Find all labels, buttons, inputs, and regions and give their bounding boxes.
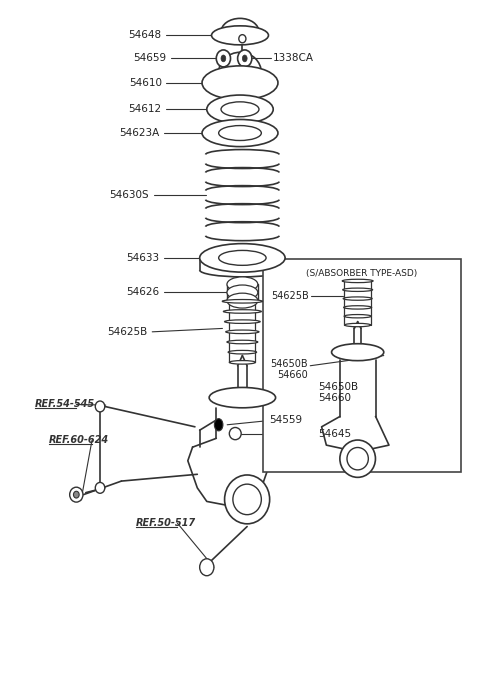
Ellipse shape bbox=[70, 487, 83, 502]
Ellipse shape bbox=[96, 482, 105, 493]
Ellipse shape bbox=[229, 428, 241, 440]
Ellipse shape bbox=[207, 95, 273, 124]
Ellipse shape bbox=[347, 447, 368, 470]
Ellipse shape bbox=[227, 293, 258, 308]
Ellipse shape bbox=[227, 285, 258, 300]
Text: 54660: 54660 bbox=[277, 369, 308, 380]
Ellipse shape bbox=[221, 102, 259, 117]
Text: 54645: 54645 bbox=[318, 429, 351, 438]
Ellipse shape bbox=[200, 244, 285, 272]
Ellipse shape bbox=[343, 297, 372, 300]
Text: 54650B: 54650B bbox=[318, 382, 359, 393]
Text: 54625B: 54625B bbox=[271, 291, 309, 301]
Ellipse shape bbox=[238, 50, 252, 67]
Text: 54633: 54633 bbox=[126, 253, 159, 263]
Ellipse shape bbox=[229, 360, 255, 364]
Text: REF.50-517: REF.50-517 bbox=[136, 518, 196, 528]
Ellipse shape bbox=[332, 343, 384, 360]
Ellipse shape bbox=[221, 55, 226, 62]
Ellipse shape bbox=[225, 320, 260, 324]
Ellipse shape bbox=[227, 277, 258, 292]
Text: 54650B: 54650B bbox=[270, 359, 308, 369]
Ellipse shape bbox=[225, 475, 270, 524]
Ellipse shape bbox=[340, 440, 375, 477]
Ellipse shape bbox=[343, 288, 372, 291]
Ellipse shape bbox=[215, 419, 223, 431]
Ellipse shape bbox=[242, 55, 247, 62]
Ellipse shape bbox=[342, 279, 373, 282]
Ellipse shape bbox=[227, 340, 258, 344]
Ellipse shape bbox=[219, 126, 261, 140]
Ellipse shape bbox=[233, 484, 261, 514]
Text: 54660: 54660 bbox=[318, 393, 351, 403]
Text: 54648: 54648 bbox=[129, 30, 162, 40]
Ellipse shape bbox=[226, 330, 259, 334]
Text: 1338CA: 1338CA bbox=[273, 53, 314, 64]
Ellipse shape bbox=[344, 315, 371, 318]
Ellipse shape bbox=[212, 26, 268, 45]
Ellipse shape bbox=[219, 250, 266, 265]
Text: 54559: 54559 bbox=[269, 415, 302, 425]
Text: 54623A: 54623A bbox=[119, 128, 159, 138]
Ellipse shape bbox=[73, 491, 79, 498]
Ellipse shape bbox=[228, 350, 257, 354]
Text: 54612: 54612 bbox=[129, 104, 162, 114]
Ellipse shape bbox=[202, 66, 278, 100]
Text: 54630S: 54630S bbox=[109, 190, 149, 200]
Ellipse shape bbox=[200, 559, 214, 576]
Text: REF.60-624: REF.60-624 bbox=[49, 436, 109, 445]
Ellipse shape bbox=[344, 306, 372, 309]
Ellipse shape bbox=[345, 324, 371, 327]
Text: 54610: 54610 bbox=[129, 78, 162, 88]
FancyBboxPatch shape bbox=[263, 259, 461, 472]
Ellipse shape bbox=[209, 387, 276, 408]
Ellipse shape bbox=[96, 401, 105, 412]
Text: 54625B: 54625B bbox=[107, 327, 147, 337]
Ellipse shape bbox=[222, 300, 263, 303]
Ellipse shape bbox=[223, 310, 261, 313]
Text: REF.54-545: REF.54-545 bbox=[35, 399, 95, 410]
Text: (S/ABSORBER TYPE-ASD): (S/ABSORBER TYPE-ASD) bbox=[306, 269, 418, 278]
Ellipse shape bbox=[216, 50, 230, 67]
Text: 54659: 54659 bbox=[133, 53, 167, 64]
Ellipse shape bbox=[239, 35, 246, 43]
Ellipse shape bbox=[202, 120, 278, 146]
Text: 54626: 54626 bbox=[126, 287, 159, 298]
